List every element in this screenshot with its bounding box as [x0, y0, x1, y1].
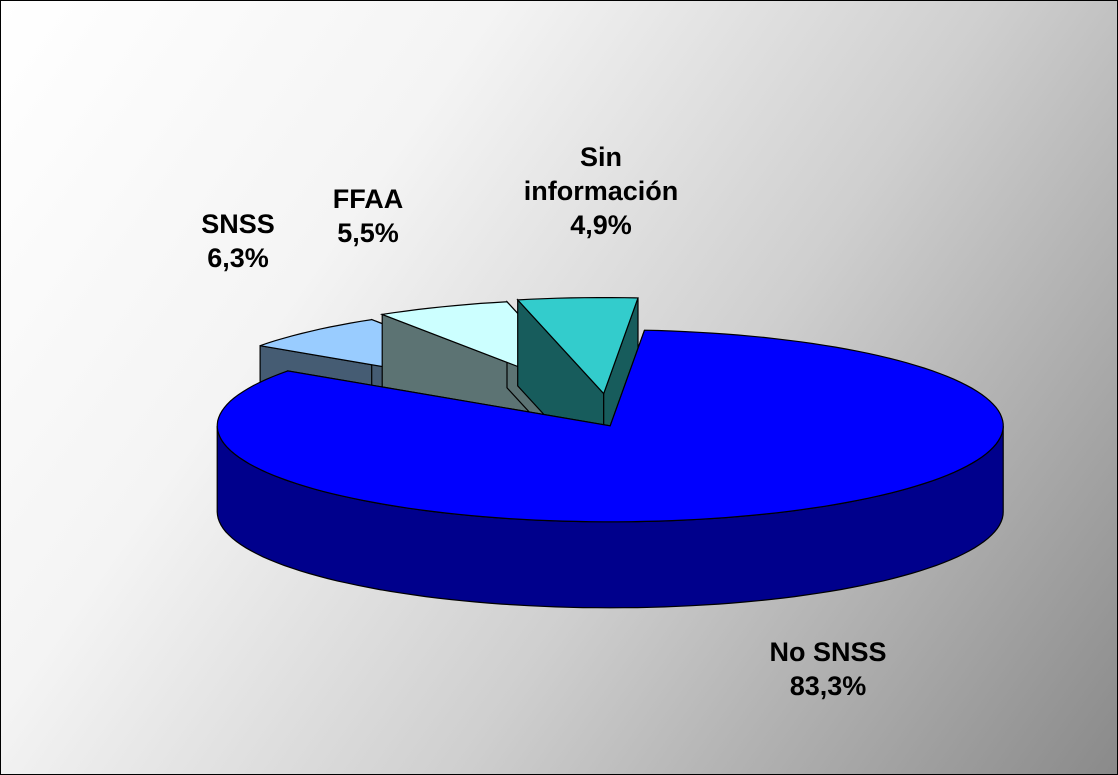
slice-top [516, 297, 639, 395]
data-label: Sin información 4,9% [501, 140, 701, 242]
slice-value: 83,3% [789, 671, 867, 701]
slice-top [216, 329, 1004, 523]
slice-value: 4,9% [570, 210, 632, 240]
data-label: FFAA 5,5% [288, 182, 448, 250]
slice-name: Sin información [523, 142, 679, 206]
slice-name: No SNSS [769, 637, 887, 667]
data-label: SNSS 6,3% [158, 207, 318, 275]
slice-name: SNSS [201, 209, 275, 239]
slice-name: FFAA [332, 184, 404, 214]
slice-value: 6,3% [207, 243, 269, 273]
slice-value: 5,5% [337, 218, 399, 248]
data-label: No SNSS 83,3% [748, 635, 908, 703]
